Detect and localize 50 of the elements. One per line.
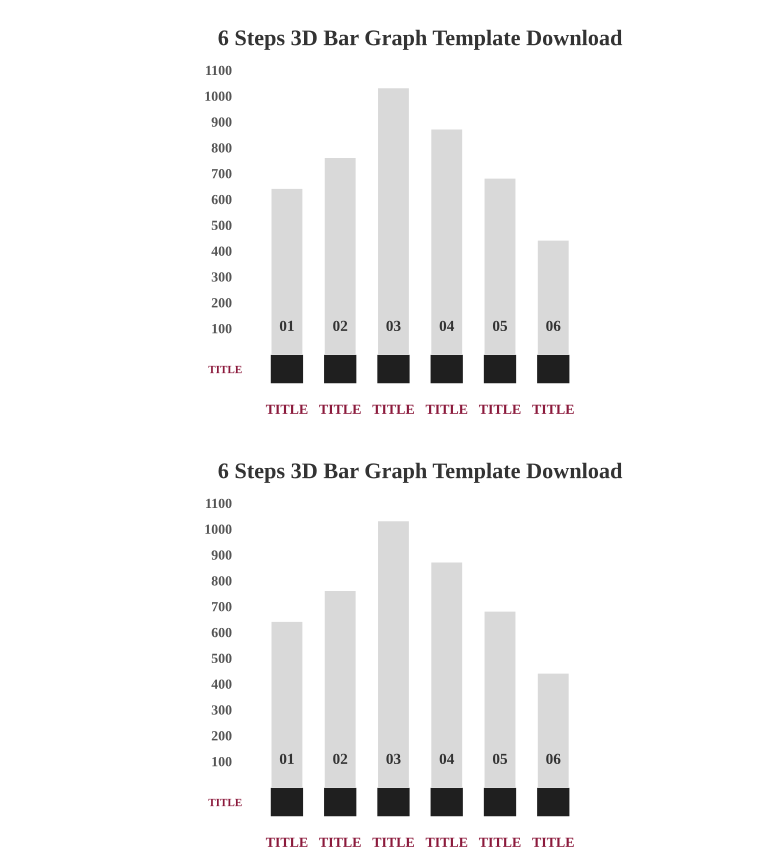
annotation: 03 <box>386 754 401 764</box>
annotation: 02 <box>333 754 348 764</box>
y-tick-label: 200 <box>212 298 232 308</box>
y-tick-label: 100 <box>212 324 232 334</box>
x-tick-label: TITLE <box>372 838 414 847</box>
x-tick-label: TITLE <box>532 838 574 847</box>
annotation: 01 <box>280 754 294 764</box>
chart-title: 6 Steps 3D Bar Graph Template Download <box>218 462 622 483</box>
y-tick-label: 300 <box>212 272 232 282</box>
y-tick-label: 800 <box>212 143 232 153</box>
y-tick-label: 1000 <box>205 92 232 101</box>
x-tick-label: TITLE <box>266 838 308 847</box>
y-axis-title: TITLE <box>208 366 242 374</box>
x-tick-label: TITLE <box>266 404 308 414</box>
x-tick-label: TITLE <box>372 404 414 414</box>
y-tick-label: 700 <box>212 169 232 178</box>
x-tick-label: TITLE <box>478 838 521 847</box>
x-tick-label: TITLE <box>426 838 468 847</box>
y-tick-label: 200 <box>212 731 232 741</box>
annotation: 04 <box>440 754 454 764</box>
y-tick-label: 1100 <box>206 498 232 508</box>
x-tick-label: TITLE <box>426 404 468 414</box>
annotation: 01 <box>280 320 294 332</box>
y-tick-label: 1000 <box>205 524 232 534</box>
annotation: 06 <box>546 320 560 332</box>
y-tick-label: 900 <box>212 550 232 560</box>
annotation: 06 <box>546 754 560 764</box>
x-tick-label: TITLE <box>319 404 361 414</box>
annotation: 04 <box>440 320 454 332</box>
y-tick-label: 600 <box>212 194 232 204</box>
annotation: 02 <box>333 320 348 332</box>
y-tick-label: 900 <box>212 117 232 127</box>
y-tick-label: 500 <box>212 220 232 230</box>
chart-title: 6 Steps 3D Bar Graph Template Download <box>218 30 622 50</box>
x-tick-label: TITLE <box>478 404 521 414</box>
y-tick-label: 1100 <box>206 66 232 76</box>
y-tick-label: 300 <box>212 705 232 715</box>
annotation: 05 <box>492 320 508 332</box>
annotation: 03 <box>386 320 401 332</box>
y-tick-label: 400 <box>211 679 232 689</box>
y-tick-label: 800 <box>212 576 232 586</box>
y-tick-label: 400 <box>211 246 232 256</box>
y-tick-label: 600 <box>212 628 232 638</box>
x-tick-label: TITLE <box>532 404 574 414</box>
y-tick-label: 500 <box>212 654 232 664</box>
annotation: 05 <box>492 754 508 764</box>
y-axis-title: TITLE <box>208 798 242 806</box>
x-tick-label: TITLE <box>319 838 361 847</box>
y-tick-label: 100 <box>212 756 232 766</box>
y-tick-label: 700 <box>212 602 232 612</box>
